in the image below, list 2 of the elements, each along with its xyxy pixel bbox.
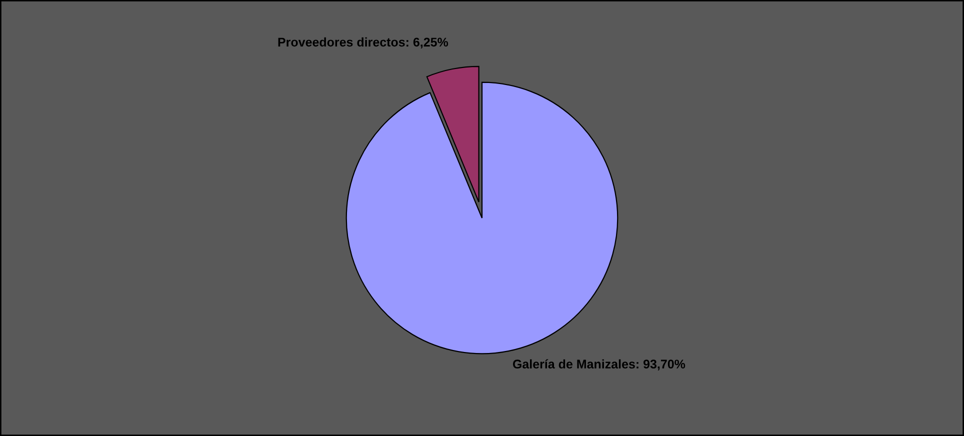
slice-label: Proveedores directos: 6,25% [278,37,448,48]
slice-label: Galería de Manizales: 93,70% [512,359,686,370]
